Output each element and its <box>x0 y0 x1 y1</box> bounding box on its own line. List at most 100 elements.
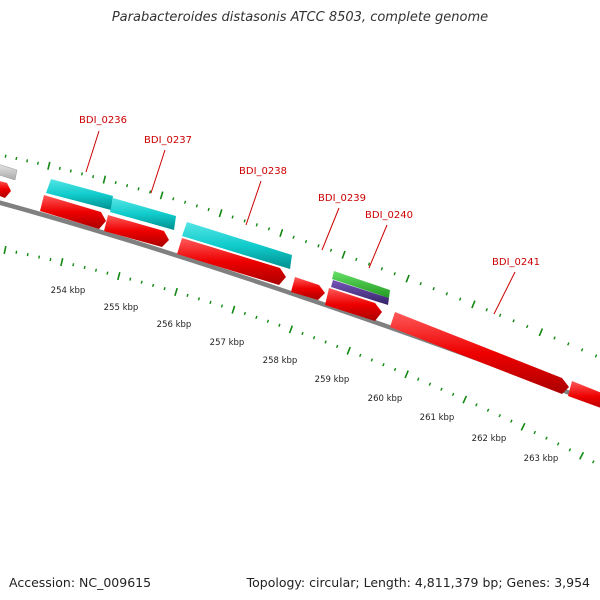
minor-tick <box>533 430 537 435</box>
minor-tick <box>231 215 234 219</box>
minor-tick <box>440 387 443 391</box>
gene-forward-d <box>291 277 325 300</box>
scale-label: 256 kbp <box>157 320 192 330</box>
gene-label: BDI_0236 <box>79 115 127 126</box>
major-tick <box>288 325 294 334</box>
minor-tick <box>591 460 595 464</box>
scale-label: 262 kbp <box>472 434 507 444</box>
minor-tick <box>498 413 502 418</box>
minor-tick <box>152 283 155 287</box>
minor-tick <box>335 344 339 349</box>
minor-tick <box>428 382 432 386</box>
gene-label: BDI_0240 <box>365 210 413 221</box>
minor-tick <box>69 169 72 173</box>
feature-other <box>0 164 18 181</box>
major-tick <box>102 175 107 184</box>
minor-tick <box>255 223 258 227</box>
minor-tick <box>317 244 320 248</box>
minor-tick <box>486 408 490 412</box>
gene-forward-a <box>40 195 106 229</box>
minor-tick <box>126 184 129 188</box>
minor-tick <box>195 204 198 208</box>
minor-tick <box>172 197 175 201</box>
scale-label: 260 kbp <box>368 394 403 404</box>
minor-tick <box>255 315 258 320</box>
minor-tick <box>568 448 572 452</box>
minor-tick <box>312 336 316 340</box>
minor-tick <box>382 363 385 367</box>
major-tick <box>218 209 223 218</box>
gene-label: BDI_0238 <box>239 166 287 177</box>
minor-tick <box>475 403 478 407</box>
minor-tick <box>209 300 212 305</box>
major-tick <box>117 271 121 281</box>
scale-label: 255 kbp <box>104 303 139 313</box>
minor-tick <box>419 281 422 286</box>
gene-bdi-0236 <box>46 179 113 210</box>
gene-bdi-0240-rna <box>332 271 390 298</box>
gene-labels: BDI_0236 BDI_0237 BDI_0238 BDI_0239 BDI_… <box>79 115 540 268</box>
major-tick <box>60 258 64 267</box>
minor-tick <box>594 354 598 358</box>
major-tick <box>279 228 284 238</box>
gene-bdi-0238 <box>182 222 292 269</box>
minor-tick <box>243 219 246 223</box>
minor-tick <box>83 265 86 270</box>
minor-tick <box>567 342 570 346</box>
minor-tick <box>49 257 52 262</box>
major-tick <box>3 245 7 255</box>
minor-tick <box>359 353 362 358</box>
minor-tick <box>525 324 529 329</box>
minor-tick <box>329 248 333 252</box>
major-tick <box>471 300 476 309</box>
genome-summary-text: Topology: circular; Length: 4,811,379 bp… <box>246 575 590 590</box>
major-tick <box>346 346 351 355</box>
minor-tick <box>445 292 449 296</box>
major-tick <box>159 191 164 200</box>
minor-tick <box>197 297 201 301</box>
minor-tick <box>417 377 420 381</box>
minor-tick <box>220 304 224 308</box>
minor-tick <box>367 262 371 266</box>
major-tick <box>47 161 51 170</box>
scale-label: 259 kbp <box>315 375 350 385</box>
scale-label: 258 kbp <box>263 356 298 366</box>
minor-tick <box>553 336 556 340</box>
minor-tick <box>393 367 397 372</box>
minor-tick <box>556 442 560 446</box>
minor-tick <box>580 348 584 352</box>
major-tick <box>405 274 410 283</box>
gene-label: BDI_0241 <box>492 257 540 268</box>
accession-text: Accession: NC_009615 <box>9 575 152 590</box>
major-tick <box>174 287 178 297</box>
minor-tick <box>324 340 327 344</box>
minor-tick <box>137 187 140 191</box>
minor-tick <box>92 175 95 179</box>
minor-tick <box>370 358 374 362</box>
gene-forward-e <box>325 288 382 321</box>
gene-label: BDI_0237 <box>144 135 192 146</box>
scale-labels: 254 kbp 255 kbp 256 kbp 257 kbp 258 kbp … <box>51 286 559 464</box>
minor-tick <box>183 200 187 204</box>
major-tick <box>538 328 544 337</box>
minor-tick <box>207 207 210 212</box>
minor-tick <box>72 263 75 267</box>
scale-label: 261 kbp <box>420 413 455 423</box>
minor-tick <box>106 271 109 275</box>
major-tick <box>578 451 585 460</box>
genome-backbone <box>0 200 600 407</box>
minor-tick <box>267 227 271 231</box>
minor-tick <box>292 235 295 239</box>
outer-tick-ring <box>4 154 598 358</box>
inner-tick-ruler <box>3 245 595 464</box>
major-tick <box>404 370 409 379</box>
gene-forward-c <box>177 238 286 285</box>
minor-tick <box>15 156 18 161</box>
gene-bdi-0240-feature <box>331 280 389 305</box>
minor-tick <box>451 392 455 396</box>
minor-tick <box>94 268 98 272</box>
minor-tick <box>243 311 247 316</box>
minor-tick <box>4 154 7 158</box>
minor-tick <box>498 313 502 317</box>
minor-tick <box>129 277 132 281</box>
